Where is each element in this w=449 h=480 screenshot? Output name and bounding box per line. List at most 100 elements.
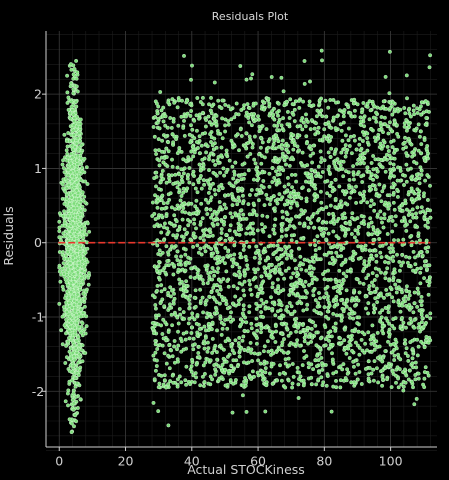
scatter-point (82, 264, 86, 269)
scatter-point (198, 173, 203, 178)
scatter-point (302, 59, 307, 63)
scatter-point (162, 351, 167, 356)
scatter-point (417, 181, 422, 186)
scatter-point (365, 348, 369, 353)
scatter-point (155, 268, 159, 273)
scatter-point (234, 261, 238, 266)
scatter-point (192, 221, 197, 226)
scatter-point (226, 284, 231, 289)
scatter-point (386, 255, 391, 260)
scatter-point (325, 191, 330, 196)
scatter-point (225, 167, 230, 172)
scatter-point (287, 194, 292, 199)
scatter-point (190, 311, 195, 316)
scatter-point (247, 310, 252, 315)
scatter-point (340, 216, 345, 221)
scatter-point (370, 323, 375, 328)
scatter-point (341, 301, 346, 306)
scatter-point (75, 266, 80, 271)
scatter-point (422, 158, 427, 163)
scatter-point (422, 259, 427, 264)
scatter-point (314, 364, 319, 369)
scatter-point (388, 285, 393, 290)
scatter-point (160, 193, 165, 198)
scatter-point (69, 430, 74, 435)
scatter-point (195, 271, 200, 276)
scatter-point (62, 220, 67, 225)
scatter-point (416, 371, 421, 376)
scatter-point (199, 186, 204, 191)
scatter-point (275, 255, 279, 260)
scatter-point (80, 269, 85, 273)
scatter-point (82, 156, 87, 161)
scatter-point (328, 329, 333, 334)
scatter-point (83, 250, 88, 255)
scatter-point (65, 256, 70, 261)
scatter-point (74, 313, 79, 317)
scatter-point (356, 170, 361, 175)
scatter-point (206, 180, 211, 185)
scatter-point (397, 259, 402, 264)
scatter-point (284, 322, 289, 327)
scatter-point (399, 382, 404, 387)
scatter-point (237, 348, 242, 353)
scatter-point (300, 363, 305, 368)
scatter-point (71, 112, 76, 117)
scatter-point (415, 304, 420, 309)
scatter-point (278, 363, 282, 368)
scatter-point (400, 300, 405, 305)
scatter-point (297, 105, 302, 110)
scatter-point (66, 131, 71, 135)
scatter-point (302, 339, 307, 344)
scatter-point (196, 344, 201, 349)
scatter-point (416, 325, 421, 330)
scatter-point (284, 99, 289, 104)
scatter-point (157, 381, 162, 386)
scatter-point (337, 268, 342, 273)
scatter-point (72, 424, 76, 429)
scatter-point (318, 310, 323, 315)
scatter-point (252, 255, 257, 260)
scatter-point (381, 138, 386, 143)
scatter-point (166, 140, 171, 145)
scatter-point (62, 132, 67, 137)
scatter-point (372, 135, 377, 140)
scatter-point (71, 72, 76, 77)
scatter-point (227, 228, 232, 233)
scatter-point (418, 281, 423, 286)
scatter-point (344, 304, 349, 309)
scatter-point (352, 138, 357, 143)
scatter-point (178, 198, 183, 203)
scatter-point (383, 305, 388, 310)
scatter-point (297, 370, 302, 375)
scatter-point (383, 169, 388, 174)
scatter-point (66, 267, 70, 272)
scatter-point (275, 277, 280, 282)
scatter-point (362, 332, 367, 337)
scatter-point (271, 351, 276, 356)
scatter-point (401, 388, 406, 393)
scatter-point (171, 233, 176, 238)
scatter-point (302, 164, 307, 169)
scatter-point (275, 160, 280, 165)
scatter-point (159, 213, 164, 218)
scatter-point (228, 211, 233, 216)
scatter-point (416, 290, 421, 295)
scatter-point (226, 119, 231, 124)
scatter-point (193, 265, 198, 270)
scatter-point (344, 351, 349, 356)
scatter-point (425, 220, 430, 225)
scatter-point (290, 362, 295, 366)
scatter-point (281, 370, 286, 375)
scatter-point (343, 143, 348, 148)
scatter-point (259, 298, 264, 302)
scatter-point (247, 278, 252, 283)
scatter-point (335, 114, 340, 119)
scatter-point (369, 371, 374, 376)
scatter-point (354, 184, 358, 189)
scatter-point (297, 299, 302, 304)
scatter-point (293, 172, 298, 177)
scatter-point (195, 313, 200, 317)
scatter-point (177, 146, 182, 150)
scatter-point (65, 289, 70, 294)
